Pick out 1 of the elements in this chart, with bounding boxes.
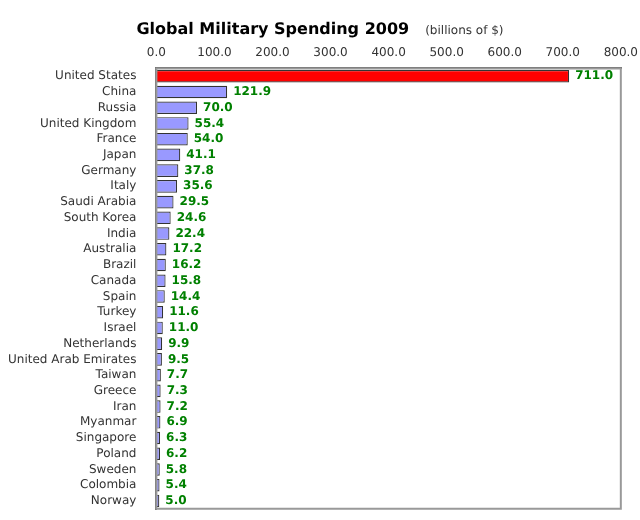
chart-title: Global Military Spending 2009 — [136, 20, 410, 38]
